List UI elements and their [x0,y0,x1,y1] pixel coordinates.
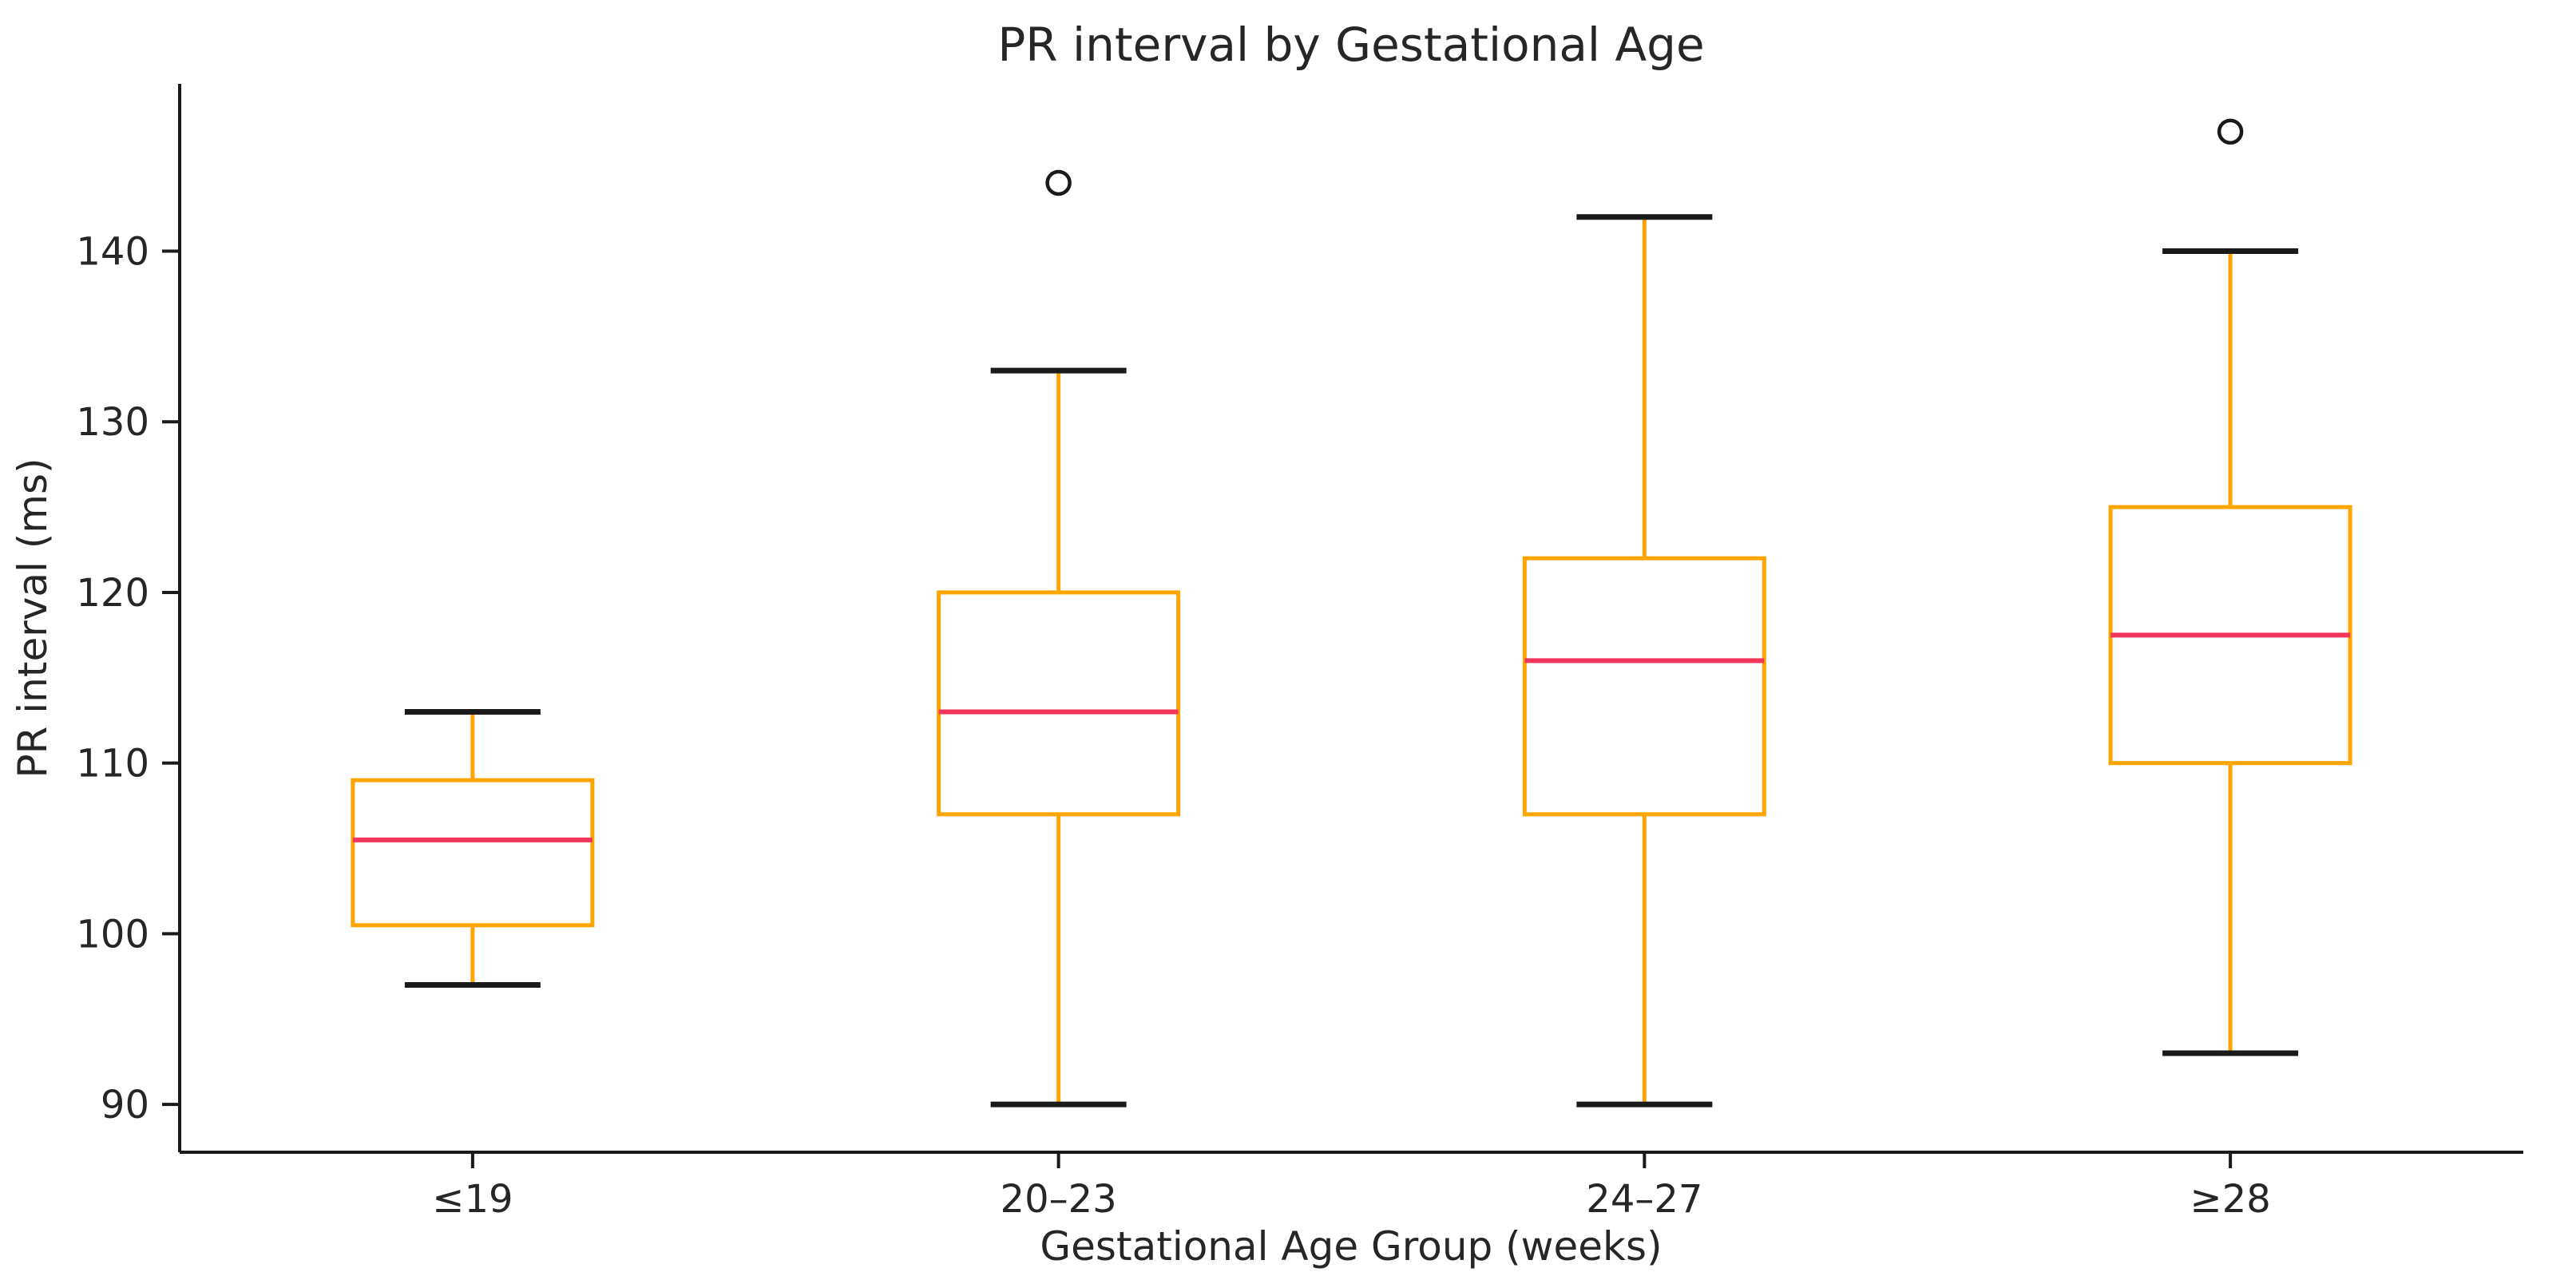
x-tick-label: ≤19 [432,1177,513,1222]
outlier-point [1045,169,1072,196]
y-tick-label: 130 [76,400,149,445]
y-axis-label: PR interval (ms) [10,458,56,778]
box-rect [1522,556,1766,817]
y-tick-label: 120 [76,571,149,616]
box-rect [937,590,1181,817]
x-axis-label: Gestational Age Group (weeks) [1040,1223,1662,1270]
y-tick-label: 110 [76,742,149,787]
y-tick-label: 140 [76,229,149,274]
x-tick-label: 20–23 [1001,1177,1117,1222]
y-tick-label: 100 [76,912,149,957]
box-rect [351,778,595,928]
outlier-point [2217,118,2244,145]
x-tick-label: 24–27 [1586,1177,1702,1222]
plot-area: 90 100 110 120 130 140 ≤19 20–23 24–27 ≥28 [76,84,2523,1222]
y-tick-label: 90 [101,1083,149,1127]
chart-title: PR interval by Gestational Age [997,18,1704,72]
x-tick-label: ≥28 [2190,1177,2270,1222]
